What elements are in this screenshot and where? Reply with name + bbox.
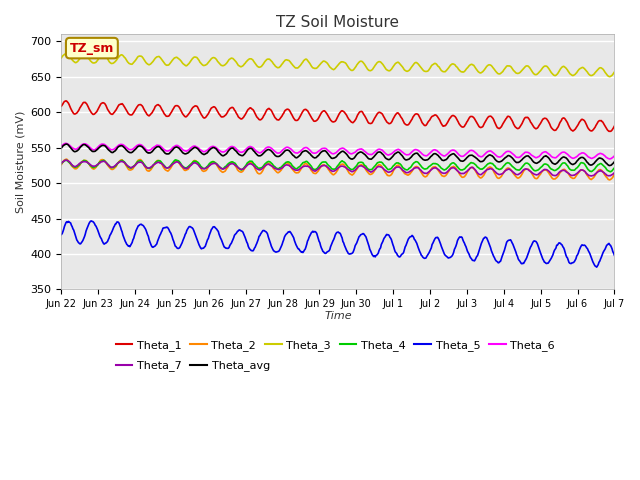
Theta_7: [406, 169, 413, 175]
Line: Theta_2: Theta_2: [61, 159, 614, 180]
Theta_avg: [58, 145, 65, 151]
Theta_2: [58, 162, 65, 168]
Line: Theta_1: Theta_1: [61, 101, 614, 132]
Theta_7: [68, 162, 76, 168]
Theta_7: [422, 170, 430, 176]
Title: TZ Soil Moisture: TZ Soil Moisture: [276, 15, 399, 30]
Theta_avg: [211, 145, 218, 151]
Theta_1: [211, 104, 218, 110]
Theta_1: [68, 108, 76, 114]
Line: Theta_5: Theta_5: [61, 221, 614, 267]
Theta_4: [68, 162, 76, 168]
Legend: Theta_7, Theta_avg: Theta_7, Theta_avg: [111, 356, 274, 376]
Line: Theta_3: Theta_3: [61, 54, 614, 77]
Theta_6: [422, 153, 430, 159]
Theta_2: [606, 177, 614, 183]
Theta_3: [100, 51, 108, 57]
Theta_5: [406, 234, 413, 240]
Theta_4: [211, 159, 218, 165]
Theta_3: [68, 56, 76, 62]
Theta_3: [211, 55, 218, 60]
Theta_2: [181, 168, 189, 173]
Line: Theta_avg: Theta_avg: [61, 144, 614, 166]
Theta_7: [211, 161, 218, 167]
Theta_2: [422, 174, 430, 180]
Theta_3: [58, 55, 65, 61]
Y-axis label: Soil Moisture (mV): Soil Moisture (mV): [15, 110, 25, 213]
Theta_2: [125, 167, 133, 173]
Theta_5: [58, 232, 65, 238]
Theta_3: [181, 62, 189, 68]
Theta_6: [62, 141, 70, 146]
Theta_3: [606, 74, 614, 80]
Theta_5: [211, 224, 218, 229]
Theta_4: [124, 164, 132, 170]
Theta_avg: [181, 151, 189, 157]
Theta_2: [211, 159, 218, 165]
Theta_5: [611, 252, 618, 258]
Theta_3: [611, 69, 618, 75]
Theta_1: [605, 129, 613, 134]
Theta_7: [62, 157, 70, 163]
Theta_6: [606, 156, 614, 162]
Theta_5: [422, 255, 430, 261]
Theta_5: [593, 264, 600, 270]
Theta_avg: [406, 156, 413, 161]
Theta_6: [68, 145, 76, 151]
Theta_4: [58, 161, 65, 167]
Theta_2: [406, 171, 413, 177]
Theta_6: [181, 148, 189, 154]
Theta_4: [406, 165, 413, 171]
Theta_6: [406, 151, 413, 157]
Theta_4: [422, 166, 430, 172]
Theta_5: [181, 231, 189, 237]
Theta_7: [125, 164, 133, 170]
Theta_1: [422, 122, 430, 128]
Theta_7: [181, 166, 189, 171]
Theta_3: [406, 67, 413, 72]
Theta_1: [58, 103, 65, 109]
Theta_1: [181, 114, 189, 120]
Line: Theta_4: Theta_4: [61, 160, 614, 172]
Theta_avg: [125, 149, 133, 155]
Theta_4: [611, 165, 618, 171]
Theta_avg: [606, 163, 614, 168]
Line: Theta_6: Theta_6: [61, 144, 614, 159]
Theta_6: [611, 153, 618, 159]
Theta_5: [125, 243, 133, 249]
Theta_avg: [62, 141, 70, 147]
Theta_1: [611, 123, 618, 129]
X-axis label: Time: Time: [324, 311, 352, 321]
Theta_2: [68, 164, 76, 169]
Theta_3: [125, 60, 133, 66]
Text: TZ_sm: TZ_sm: [70, 42, 114, 55]
Theta_1: [62, 98, 70, 104]
Theta_2: [63, 156, 70, 162]
Theta_7: [58, 160, 65, 166]
Theta_3: [422, 69, 430, 74]
Theta_1: [125, 111, 133, 117]
Theta_6: [211, 144, 218, 150]
Theta_7: [588, 173, 595, 179]
Theta_6: [125, 146, 133, 152]
Theta_5: [68, 222, 76, 228]
Theta_avg: [422, 157, 430, 163]
Theta_6: [58, 143, 65, 149]
Line: Theta_7: Theta_7: [61, 160, 614, 176]
Theta_7: [611, 170, 618, 176]
Theta_5: [88, 218, 95, 224]
Theta_2: [611, 171, 618, 177]
Theta_avg: [68, 147, 76, 153]
Theta_1: [406, 120, 413, 126]
Theta_4: [607, 169, 614, 175]
Theta_avg: [611, 159, 618, 165]
Theta_4: [181, 165, 189, 171]
Theta_4: [172, 157, 179, 163]
